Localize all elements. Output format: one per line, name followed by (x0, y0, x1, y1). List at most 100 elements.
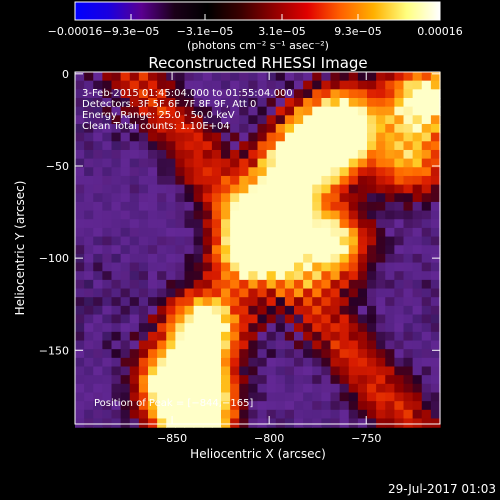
heatmap-cell (84, 236, 94, 246)
heatmap-cell (93, 89, 103, 99)
heatmap-cell (84, 106, 94, 116)
heatmap-cell (303, 401, 313, 411)
heatmap-cell (403, 219, 414, 229)
heatmap-cell (421, 288, 432, 298)
heatmap-cell (157, 227, 167, 238)
heatmap-cell (257, 271, 268, 281)
heatmap-cell (148, 314, 158, 324)
heatmap-cell (93, 193, 103, 203)
heatmap-cell (129, 314, 140, 324)
heatmap-cell (403, 149, 414, 160)
heatmap-cell (175, 375, 186, 385)
heatmap-cell (339, 262, 350, 272)
heatmap-cell (111, 349, 122, 359)
heatmap-cell (184, 245, 195, 255)
heatmap-cell (202, 167, 213, 177)
heatmap-cell (93, 305, 103, 316)
heatmap-cell (230, 141, 240, 151)
heatmap-cell (339, 357, 350, 368)
heatmap-cell (357, 392, 368, 402)
heatmap-cell (294, 184, 304, 194)
heatmap-cell (367, 357, 377, 368)
heatmap-cell (348, 115, 359, 125)
heatmap-cell (394, 132, 405, 142)
heatmap-cell (421, 72, 432, 82)
heatmap-cell (357, 184, 368, 194)
heatmap-cell (157, 167, 167, 177)
heatmap-cell (430, 288, 441, 298)
heatmap-cell (330, 375, 341, 385)
heatmap-cell (266, 383, 277, 394)
heatmap-cell (275, 331, 286, 342)
heatmap-cell (138, 193, 149, 203)
heatmap-cell (357, 279, 368, 290)
heatmap-cell (284, 392, 295, 402)
heatmap-cell (120, 349, 131, 359)
heatmap-cell (312, 227, 322, 238)
heatmap-cell (175, 323, 186, 333)
heatmap-cell (376, 331, 386, 342)
heatmap-cell (403, 392, 414, 402)
heatmap-cell (403, 375, 414, 385)
heatmap-cell (321, 288, 332, 298)
heatmap-cell (339, 193, 350, 203)
heatmap-cell (321, 193, 332, 203)
heatmap-cell (284, 167, 295, 177)
heatmap-cell (257, 210, 268, 220)
heatmap-cell (84, 158, 94, 168)
heatmap-cell (430, 175, 441, 186)
heatmap-cell (221, 97, 231, 108)
heatmap-cell (221, 115, 231, 125)
heatmap-cell (239, 245, 249, 255)
heatmap-cell (202, 314, 213, 324)
heatmap-cell (239, 97, 249, 108)
heatmap-cell (430, 375, 441, 385)
heatmap-cell (348, 375, 359, 385)
heatmap-cell (403, 72, 414, 82)
heatmap-cell (275, 158, 286, 168)
heatmap-cell (221, 245, 231, 255)
heatmap-cell (102, 219, 113, 229)
heatmap-cell (284, 331, 295, 342)
heatmap-cell (430, 366, 441, 376)
heatmap-cell (129, 141, 140, 151)
heatmap-cell (294, 323, 304, 333)
heatmap-cell (312, 72, 322, 82)
heatmap-cell (111, 401, 122, 411)
heatmap-cell (84, 314, 94, 324)
heatmap-cell (385, 366, 395, 376)
heatmap-cell (230, 279, 240, 290)
heatmap-cell (211, 123, 222, 134)
heatmap-cell (111, 262, 122, 272)
heatmap-cell (303, 149, 313, 160)
heatmap-cell (175, 72, 186, 82)
heatmap-cell (284, 123, 295, 134)
heatmap-cell (111, 72, 122, 82)
heatmap-cell (111, 340, 122, 350)
heatmap-cell (367, 97, 377, 108)
heatmap-cell (348, 210, 359, 220)
heatmap-cell (84, 167, 94, 177)
heatmap-cell (184, 323, 195, 333)
heatmap-cell (275, 97, 286, 108)
heatmap-cell (193, 262, 204, 272)
heatmap-cell (421, 314, 432, 324)
heatmap-cell (138, 227, 149, 238)
heatmap-cell (157, 132, 167, 142)
heatmap-cell (221, 184, 231, 194)
heatmap-cell (339, 392, 350, 402)
heatmap-cell (193, 149, 204, 160)
heatmap-cell (102, 149, 113, 160)
heatmap-cell (129, 97, 140, 108)
heatmap-cell (257, 175, 268, 186)
heatmap-cell (102, 245, 113, 255)
heatmap-cell (84, 288, 94, 298)
heatmap-cell (193, 132, 204, 142)
heatmap-cell (175, 253, 186, 264)
heatmap-cell (275, 383, 286, 394)
heatmap-cell (376, 167, 386, 177)
heatmap-cell (120, 271, 131, 281)
heatmap-cell (184, 288, 195, 298)
heatmap-cell (166, 210, 176, 220)
heatmap-cell (284, 175, 295, 186)
